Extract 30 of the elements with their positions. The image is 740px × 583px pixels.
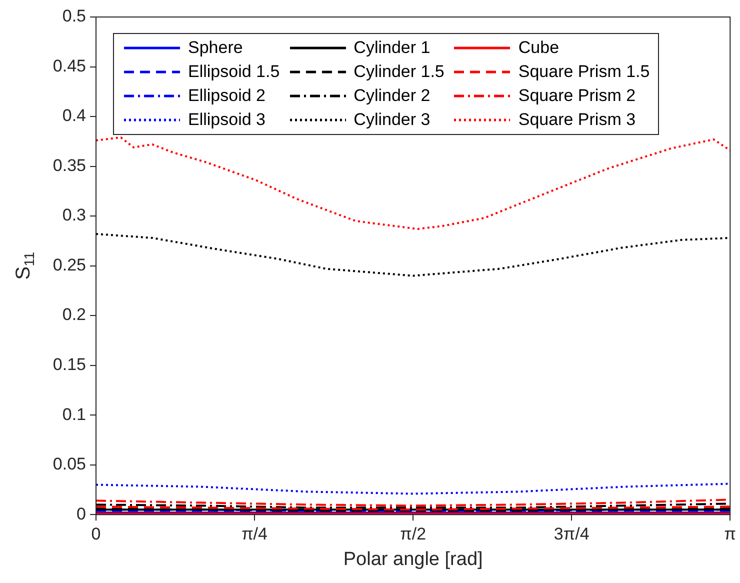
y-tick-label: 0 (76, 504, 86, 524)
legend-label: Cube (518, 38, 560, 58)
legend-label: Cylinder 1.5 (354, 62, 444, 82)
legend-label: Sphere (188, 38, 243, 58)
y-tick-label: 0.5 (62, 6, 86, 26)
legend-label: Ellipsoid 1.5 (188, 62, 280, 82)
y-tick-label: 0.4 (62, 106, 86, 126)
legend-label: Ellipsoid 3 (188, 110, 266, 130)
x-axis-title: Polar angle [rad] (343, 548, 483, 570)
y-tick-label: 0.15 (52, 355, 86, 374)
y-tick-label: 0.35 (52, 156, 86, 175)
x-tick-label: 3π/4 (554, 524, 590, 544)
y-tick-label: 0.45 (52, 56, 86, 76)
legend-label: Ellipsoid 2 (188, 86, 266, 106)
legend-label: Cylinder 3 (354, 110, 430, 130)
y-axis-title: S11 (12, 252, 37, 280)
y-tick-label: 0.05 (52, 454, 86, 474)
y-tick-label: 0.25 (52, 255, 86, 274)
legend-label: Cylinder 1 (354, 38, 430, 58)
legend-label: Cylinder 2 (354, 86, 430, 106)
x-tick-label: π (724, 524, 736, 544)
x-tick-label: 0 (91, 524, 101, 544)
y-tick-label: 0.3 (62, 206, 86, 225)
legend-label: Square Prism 2 (518, 86, 636, 106)
y-tick-label: 0.1 (62, 404, 86, 424)
x-tick-label: π/2 (400, 524, 426, 544)
y-tick-label: 0.2 (62, 305, 86, 324)
x-tick-label: π/4 (242, 524, 268, 544)
legend-label: Square Prism 1.5 (518, 62, 650, 82)
legend-label: Square Prism 3 (518, 110, 636, 130)
